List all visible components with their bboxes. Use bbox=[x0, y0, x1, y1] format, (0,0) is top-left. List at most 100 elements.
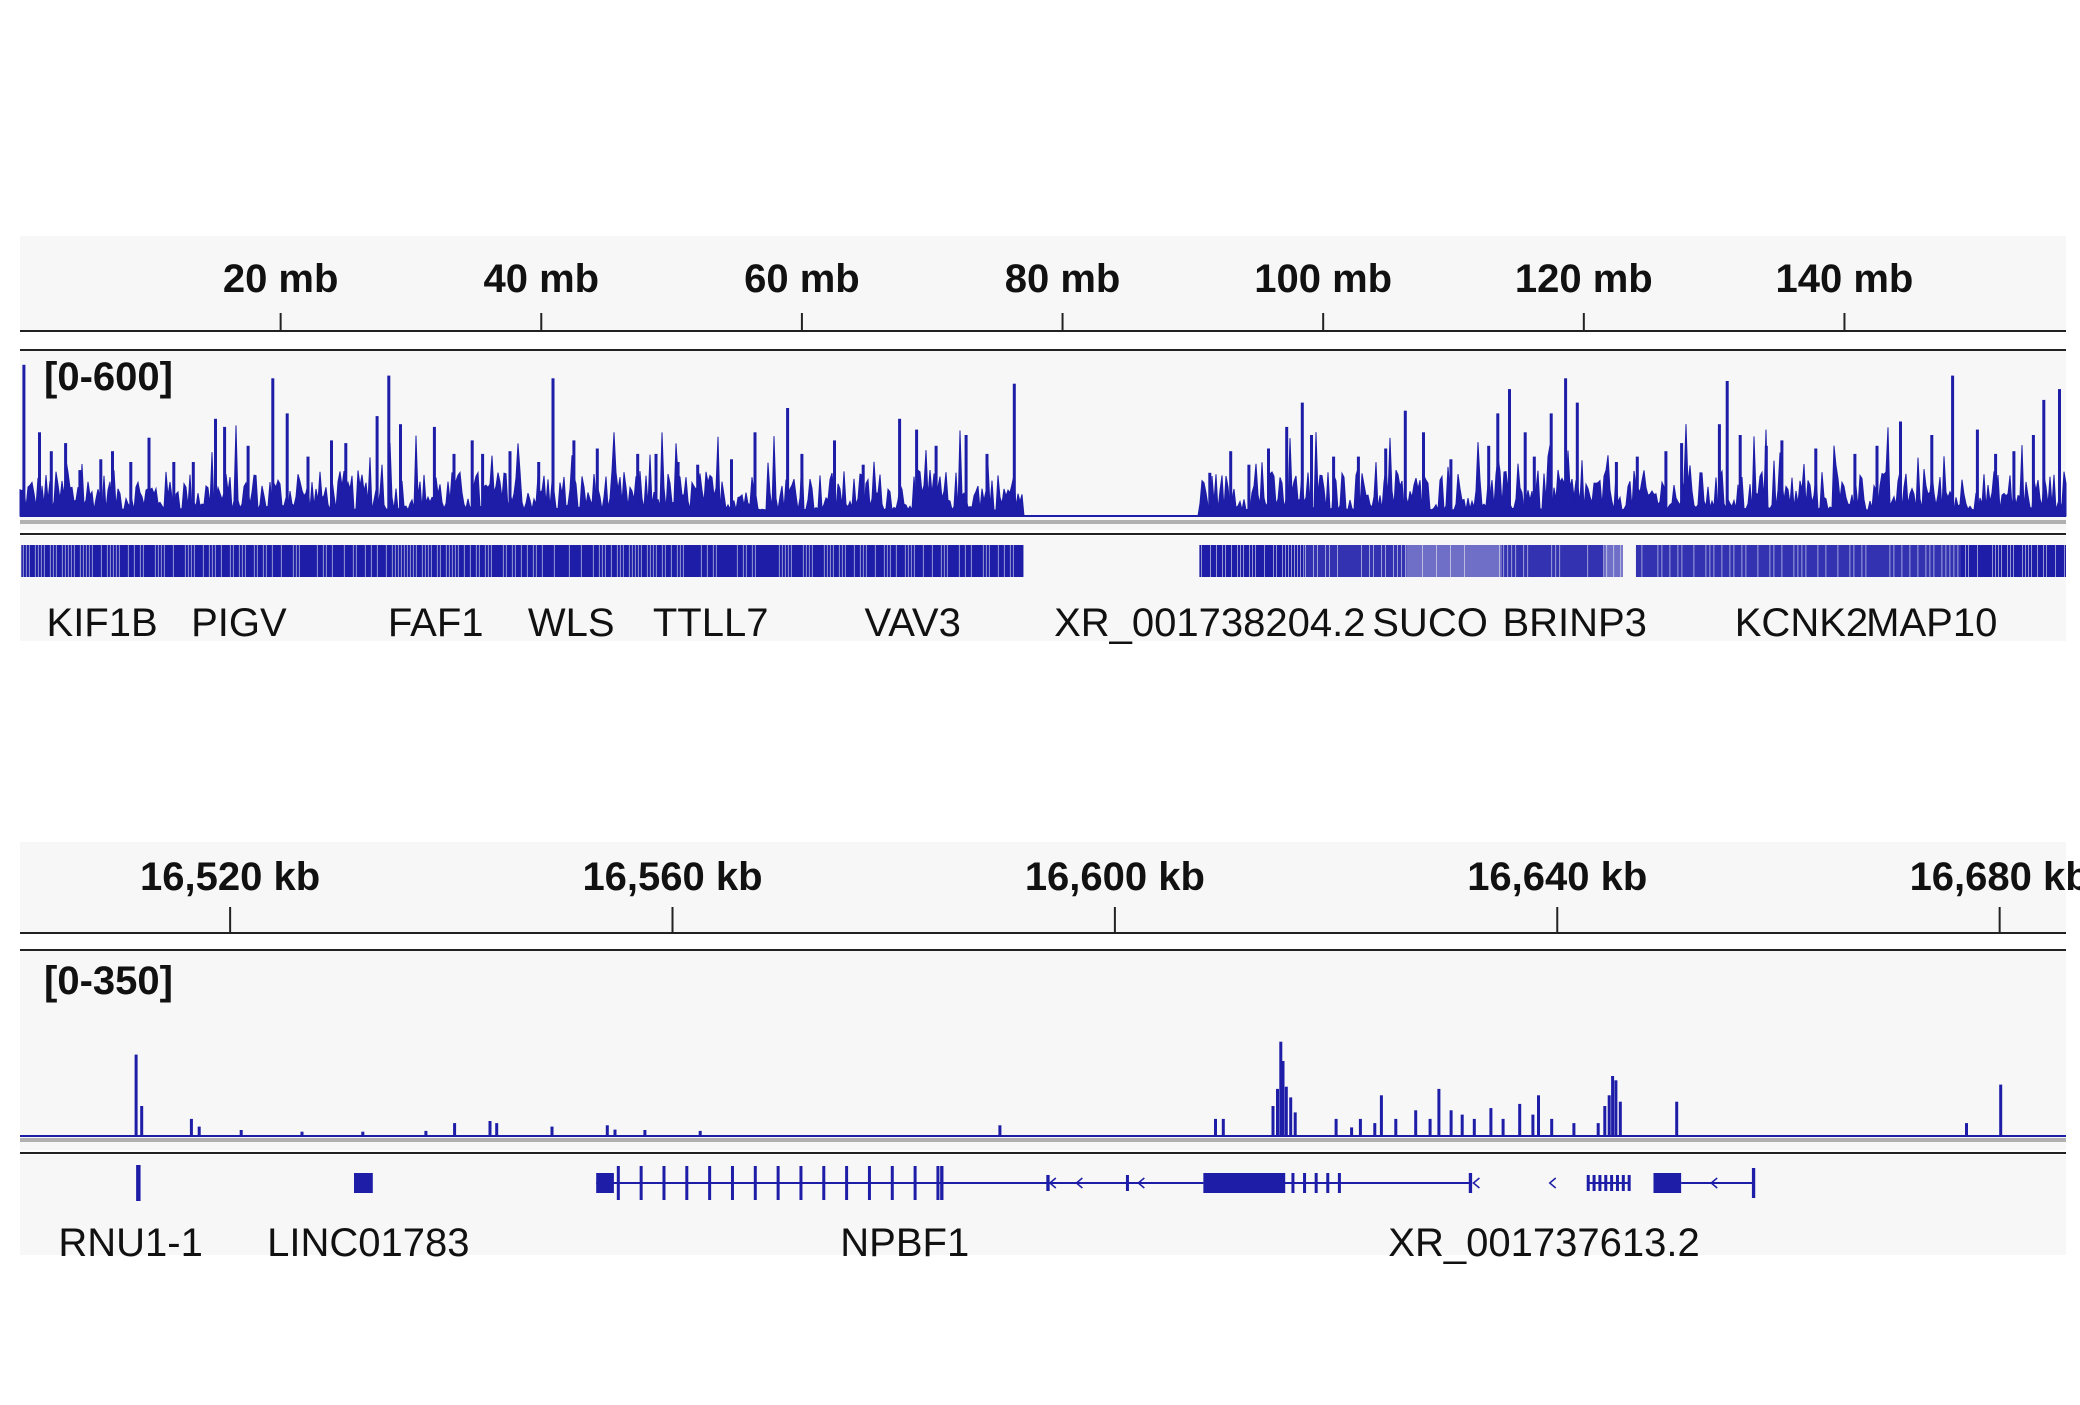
signal-peak bbox=[1414, 1110, 1418, 1136]
gene-label: KIF1B bbox=[47, 601, 158, 645]
gene-labels: RNU1-1 LINC01783 NPBF1 XR_001737613.2 bbox=[58, 1221, 1699, 1265]
signal-peak bbox=[1422, 432, 1425, 516]
signal-peak bbox=[985, 453, 989, 516]
signal-peak bbox=[1965, 1123, 1968, 1136]
signal-peak bbox=[1437, 1088, 1441, 1136]
signal-peak bbox=[1575, 402, 1579, 516]
gene-label: VAV3 bbox=[865, 601, 961, 645]
strand-arrow bbox=[1075, 1177, 1083, 1189]
signal-peak bbox=[1738, 435, 1742, 516]
gene-label: BRINP3 bbox=[1502, 601, 1647, 645]
gene-label: NPBF1 bbox=[840, 1221, 969, 1265]
signal-peak bbox=[1994, 453, 1998, 516]
signal-peak bbox=[246, 445, 250, 516]
signal-peak bbox=[1717, 424, 1721, 516]
ruler-background bbox=[20, 842, 2066, 933]
signal-peak bbox=[1267, 448, 1270, 516]
signal-peak bbox=[1664, 451, 1668, 516]
signal-peak bbox=[1635, 456, 1639, 516]
gene-label: XR_001738204.2 bbox=[1054, 601, 1365, 645]
signal-peak bbox=[330, 440, 333, 516]
signal-peak bbox=[300, 1131, 304, 1136]
signal-peak bbox=[488, 1121, 492, 1136]
signal-peak bbox=[1725, 381, 1729, 516]
gene-block bbox=[1199, 545, 1304, 577]
signal-peak bbox=[1780, 440, 1784, 516]
data-range-label: [0-600] bbox=[44, 355, 173, 399]
gene-track bbox=[21, 545, 2066, 577]
gene-track-background bbox=[20, 1155, 2066, 1255]
signal-peak bbox=[1284, 1086, 1288, 1136]
signal-peak bbox=[1564, 378, 1568, 516]
signal-peak bbox=[375, 416, 379, 516]
signal-peak bbox=[1332, 456, 1336, 516]
tick-label: 16,560 kb bbox=[582, 855, 762, 899]
signal-peak bbox=[49, 451, 53, 516]
gene-exon bbox=[867, 1166, 871, 1200]
signal-peak bbox=[1531, 1114, 1535, 1136]
signal-peak bbox=[1373, 1123, 1377, 1136]
gene-label: TTLL7 bbox=[653, 601, 769, 645]
signal-peak bbox=[1607, 1095, 1611, 1136]
signal-peak bbox=[998, 1125, 1002, 1136]
signal-peak bbox=[1460, 1114, 1464, 1136]
signal-peak bbox=[1501, 1118, 1505, 1136]
signal-peak bbox=[239, 1130, 243, 1136]
signal-peak bbox=[271, 378, 275, 516]
signal-peak bbox=[214, 418, 217, 516]
signal-peak bbox=[1930, 435, 1934, 516]
tick-label: 20 mb bbox=[223, 257, 339, 301]
signal-track-background bbox=[20, 950, 2066, 1150]
signal-peak bbox=[964, 435, 968, 516]
signal-peak bbox=[1875, 445, 1879, 516]
signal-peak bbox=[38, 432, 41, 516]
signal-peak bbox=[898, 418, 902, 516]
tick-label: 40 mb bbox=[483, 257, 599, 301]
gene-exon bbox=[822, 1166, 826, 1200]
gene-exon bbox=[936, 1166, 940, 1200]
signal-peak bbox=[2058, 389, 2061, 516]
gene-label: LINC01783 bbox=[267, 1221, 469, 1265]
gene-exon bbox=[1615, 1175, 1619, 1191]
signal-peak bbox=[730, 459, 733, 516]
gene-exon bbox=[1627, 1175, 1631, 1191]
signal-peak bbox=[1229, 451, 1233, 516]
signal-peak bbox=[452, 453, 456, 516]
signal-peak bbox=[1489, 1108, 1493, 1136]
signal-peak bbox=[1487, 445, 1491, 516]
signal-peak bbox=[654, 453, 658, 516]
signal-peak bbox=[1271, 1106, 1275, 1136]
signal-peak bbox=[1356, 456, 1360, 516]
gene-exon bbox=[1046, 1175, 1050, 1191]
signal-peak bbox=[453, 1123, 457, 1136]
tick-label: 120 mb bbox=[1515, 257, 1653, 301]
signal-peak bbox=[1596, 1123, 1600, 1136]
signal-peak bbox=[1379, 1095, 1383, 1136]
gene-exon bbox=[776, 1166, 780, 1200]
signal-peak bbox=[508, 451, 512, 516]
signal-peak bbox=[1214, 1118, 1217, 1136]
signal-peak bbox=[1300, 402, 1304, 516]
signal-peak bbox=[595, 448, 599, 516]
signal-peak bbox=[191, 462, 195, 516]
signal-peak bbox=[134, 1054, 138, 1136]
signal-peak bbox=[1310, 435, 1313, 516]
gene-exon bbox=[136, 1165, 141, 1201]
signal-peak bbox=[481, 453, 485, 516]
signal-peak bbox=[915, 429, 919, 516]
signal-peak bbox=[1276, 1088, 1279, 1136]
signal-peak bbox=[605, 1125, 609, 1136]
signal-peak bbox=[636, 453, 640, 516]
signal-peak bbox=[140, 1106, 144, 1136]
gene-exon bbox=[1203, 1173, 1286, 1193]
signal-peak bbox=[470, 440, 474, 516]
signal-peak bbox=[1247, 464, 1251, 516]
strand-arrow bbox=[1548, 1177, 1557, 1189]
signal-peak bbox=[753, 432, 757, 516]
signal-peak bbox=[1403, 410, 1407, 516]
signal-peak bbox=[833, 440, 836, 516]
gene-exon bbox=[940, 1166, 944, 1200]
signal-peak bbox=[172, 462, 176, 516]
